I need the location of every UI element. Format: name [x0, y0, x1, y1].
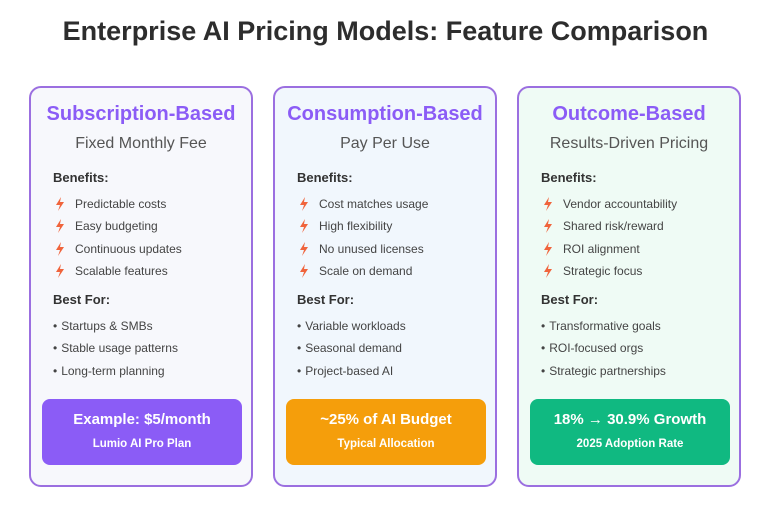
lightning-bolt-icon: [56, 219, 64, 234]
benefit-text: No unused licenses: [319, 241, 424, 256]
best-for-text: Transformative goals: [549, 319, 661, 334]
best-for-item: • ROI-focused orgs: [541, 337, 666, 359]
best-for-text: Seasonal demand: [305, 341, 402, 356]
card-title: Consumption-Based: [287, 103, 483, 125]
benefit-item: Predictable costs: [55, 193, 182, 215]
benefit-item: Strategic focus: [543, 260, 677, 282]
banner-headline: Example: $5/month: [73, 411, 211, 428]
best-for-item: • Long-term planning: [53, 360, 178, 382]
benefit-text: Scalable features: [75, 264, 168, 279]
banner-caption: Typical Allocation: [337, 438, 435, 450]
card-subtitle: Results-Driven Pricing: [549, 135, 709, 152]
best-for-item: • Variable workloads: [297, 315, 406, 337]
bullet-dot: •: [53, 319, 58, 334]
best-for-item: • Stable usage patterns: [53, 337, 178, 359]
benefit-item: Scale on demand: [299, 260, 428, 282]
lightning-bolt-icon: [300, 197, 308, 212]
best-for-item: • Strategic partnerships: [541, 360, 666, 382]
best-for-list: • Startups & SMBs • Stable usage patterns …: [53, 315, 178, 382]
banner-caption: Lumio AI Pro Plan: [92, 438, 192, 450]
benefits-list: Cost matches usage High flexibility No u…: [299, 193, 428, 282]
best-for-label: Best For:: [541, 292, 599, 307]
best-for-item: • Seasonal demand: [297, 337, 406, 359]
banner-headline: 18% → 30.9% Growth: [553, 411, 707, 428]
best-for-text: Stable usage patterns: [61, 341, 178, 356]
benefit-text: Scale on demand: [319, 264, 413, 279]
best-for-label: Best For:: [53, 292, 111, 307]
benefits-label: Benefits:: [541, 170, 597, 185]
benefit-item: High flexibility: [299, 215, 428, 237]
lightning-bolt-icon: [300, 264, 308, 279]
best-for-text: Startups & SMBs: [61, 319, 153, 334]
benefit-text: Cost matches usage: [319, 197, 429, 212]
benefit-text: ROI alignment: [563, 241, 640, 256]
card-title: Outcome-Based: [552, 103, 706, 125]
page-title: Enterprise AI Pricing Models: Feature Co…: [62, 16, 709, 46]
best-for-label: Best For:: [297, 292, 355, 307]
benefit-text: Strategic focus: [563, 264, 643, 279]
best-for-text: Long-term planning: [61, 363, 165, 378]
lightning-bolt-icon: [300, 241, 308, 256]
benefit-item: Shared risk/reward: [543, 215, 677, 237]
best-for-text: ROI-focused orgs: [549, 341, 644, 356]
lightning-bolt-icon: [544, 264, 552, 279]
bullet-dot: •: [541, 341, 546, 356]
benefit-text: Vendor accountability: [563, 197, 678, 212]
bullet-dot: •: [297, 363, 302, 378]
benefit-item: Vendor accountability: [543, 193, 677, 215]
benefits-list: Vendor accountability Shared risk/reward…: [543, 193, 677, 282]
lightning-bolt-icon: [56, 264, 64, 279]
benefit-text: Continuous updates: [75, 241, 182, 256]
bullet-dot: •: [297, 341, 302, 356]
benefit-item: Scalable features: [55, 260, 182, 282]
best-for-item: • Startups & SMBs: [53, 315, 178, 337]
benefit-text: High flexibility: [319, 219, 393, 234]
lightning-bolt-icon: [56, 241, 64, 256]
best-for-item: • Project-based AI: [297, 360, 406, 382]
benefit-text: Shared risk/reward: [563, 219, 664, 234]
best-for-list: • Transformative goals • ROI-focused orgs …: [541, 315, 666, 382]
benefit-item: Easy budgeting: [55, 215, 182, 237]
benefits-label: Benefits:: [297, 170, 353, 185]
bullet-dot: •: [541, 319, 546, 334]
benefits-label: Benefits:: [53, 170, 109, 185]
example-banner: Example: $5/month Lumio AI Pro Plan: [42, 399, 242, 465]
best-for-text: Project-based AI: [305, 363, 394, 378]
lightning-bolt-icon: [544, 197, 552, 212]
benefits-list: Predictable costs Easy budgeting Continu…: [55, 193, 182, 282]
best-for-text: Variable workloads: [305, 319, 406, 334]
card-title: Subscription-Based: [46, 103, 236, 125]
bullet-dot: •: [541, 363, 546, 378]
benefit-item: No unused licenses: [299, 238, 428, 260]
budget-banner: ~25% of AI Budget Typical Allocation: [286, 399, 486, 465]
benefit-item: Continuous updates: [55, 238, 182, 260]
lightning-bolt-icon: [544, 241, 552, 256]
card-subtitle: Pay Per Use: [340, 135, 430, 152]
bullet-dot: •: [53, 363, 58, 378]
lightning-bolt-icon: [544, 219, 552, 234]
benefit-item: ROI alignment: [543, 238, 677, 260]
banner-headline: ~25% of AI Budget: [320, 411, 452, 428]
benefit-text: Predictable costs: [75, 197, 167, 212]
card-outcome: Outcome-Based Results-Driven Pricing Ben…: [517, 86, 741, 487]
card-subscription: Subscription-Based Fixed Monthly Fee Ben…: [29, 86, 253, 487]
bullet-dot: •: [297, 319, 302, 334]
card-subtitle: Fixed Monthly Fee: [75, 135, 207, 152]
best-for-list: • Variable workloads • Seasonal demand • Pr…: [297, 315, 406, 382]
lightning-bolt-icon: [56, 197, 64, 212]
banner-caption: 2025 Adoption Rate: [576, 438, 684, 450]
growth-banner: 18% → 30.9% Growth 2025 Adoption Rate: [530, 399, 730, 465]
bullet-dot: •: [53, 341, 58, 356]
benefit-text: Easy budgeting: [75, 219, 158, 234]
benefit-item: Cost matches usage: [299, 193, 428, 215]
best-for-text: Strategic partnerships: [549, 363, 666, 378]
card-consumption: Consumption-Based Pay Per Use Benefits: …: [273, 86, 497, 487]
lightning-bolt-icon: [300, 219, 308, 234]
best-for-item: • Transformative goals: [541, 315, 666, 337]
